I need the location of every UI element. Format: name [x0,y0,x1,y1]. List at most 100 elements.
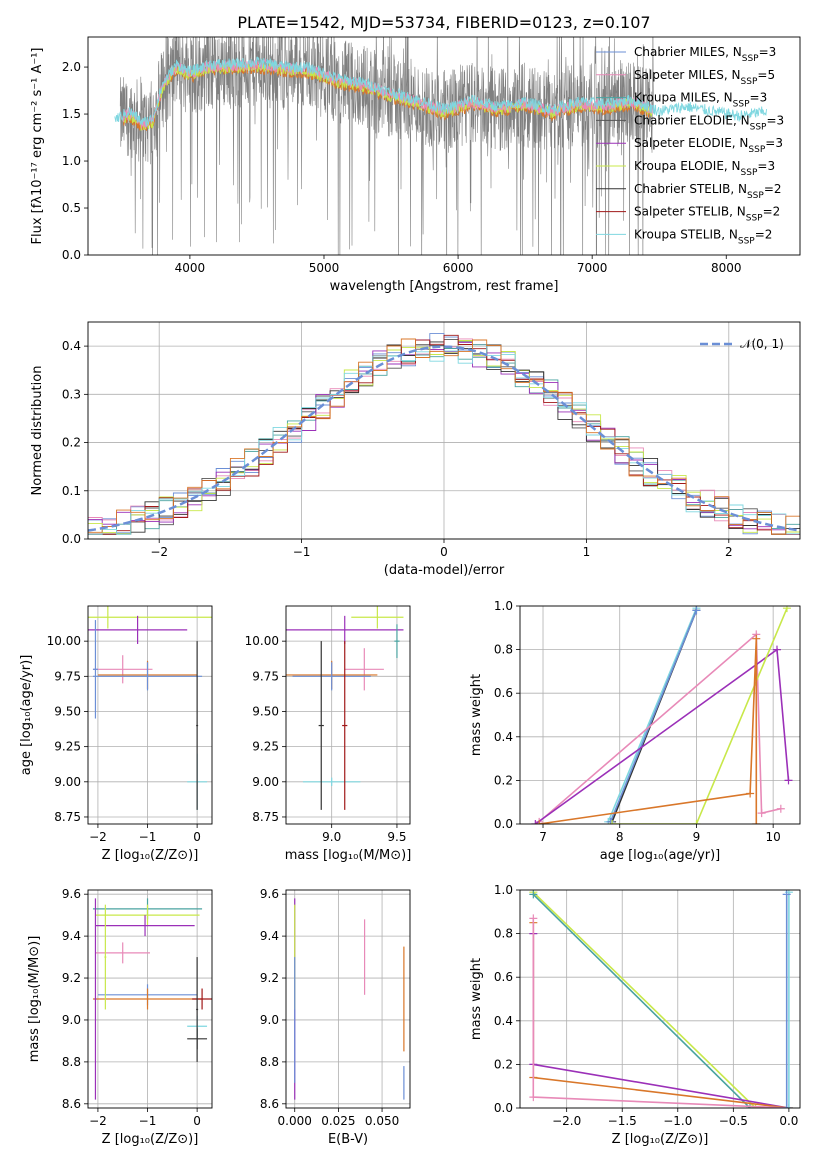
weight-marker [782,890,791,899]
weight-marker [535,820,544,824]
y-tick-label: 0.1 [62,484,81,498]
x-tick-label: −1 [139,1114,157,1128]
x-tick-label: −1.5 [608,1114,637,1128]
model-spectrum-kroupa-stelib [114,56,767,127]
weight-marker [746,1104,754,1108]
legend-label: Chabrier ELODIE, NSSP=3 [634,113,784,132]
y-tick-label: 9.50 [252,704,279,718]
x-tick-label: 7000 [577,261,608,275]
x-tick-label: 9 [693,830,701,844]
y-tick-label: 9.75 [54,669,81,683]
x-axis-label: E(B-V) [328,1132,368,1147]
weight-marker [692,820,701,824]
plot-area [114,37,767,255]
y-tick-label: 1.0 [494,883,513,897]
legend-label-main: Kroupa MILES, N [634,91,733,105]
x-tick-label: 2 [725,545,733,559]
legend-label-main: Salpeter MILES, N [634,68,741,82]
y-tick-label: 0.2 [494,773,513,787]
y-tick-label: 1.0 [62,154,81,168]
legend-label-sub: SSP [741,168,758,178]
chart-title: PLATE=1542, MJD=53734, FIBERID=0123, z=0… [237,13,650,32]
weight-marker [529,914,538,923]
x-tick-label: 0 [440,545,448,559]
x-tick-label: −2 [89,830,107,844]
x-tick-label: −2 [89,1114,107,1128]
age-vs-mass-panel: 9.0 9.5 8.75 9.00 9.25 9.50 9.75 10.00 mass [log… [245,605,412,863]
legend-label-sub: SSP [747,191,764,201]
residuals-panel: −2 −1 0 1 2 0.0 0.1 0.2 0.3 0.4 (data-model)/error… [30,321,801,578]
x-axis-label: Z [log₁₀(Z/Z⊙)] [612,1132,709,1147]
weight-line-salpeter-miles [538,632,781,823]
weight-line-kroupa-elodie [532,891,789,1108]
weight-marker [751,1104,760,1108]
x-tick-label: 0.0 [779,1114,798,1128]
y-tick-label: 0.6 [494,686,513,700]
weight-marker [752,820,761,824]
y-tick-label: 8.8 [62,1055,81,1069]
axes-frame [87,889,213,1109]
y-tick-label: 0.8 [494,927,513,941]
weight-marker [772,645,781,654]
weight-line-orange [539,638,758,824]
axes-frame [519,889,801,1109]
legend-label-main: Salpeter STELIB, N [634,205,746,219]
y-tick-label: 8.75 [252,810,279,824]
x-tick-label: 0.050 [365,1114,399,1128]
legend-label-main: Chabrier MILES, N [634,45,742,59]
x-tick-label: 9.5 [387,830,406,844]
legend-label-tail: =2 [764,182,782,196]
y-tick-label: 9.50 [54,704,81,718]
legend-label: Salpeter ELODIE, NSSP=3 [634,136,783,155]
legend-label-tail: =3 [759,45,777,59]
weight-marker [782,606,791,613]
normal-distribution-curve [88,345,798,532]
age-vs-metallicity-panel: −2 −1 0 8.75 9.00 9.25 9.50 9.75 10.00 Z [log₁₀(Z… [19,605,213,863]
legend-label-tail: =3 [765,136,783,150]
weight-marker [776,804,785,813]
y-tick-label: 9.00 [54,775,81,789]
x-axis-label: mass [log₁₀(M/M⊙)] [285,848,412,863]
axes-frame [285,889,411,1109]
legend-label: Chabrier STELIB, NSSP=2 [634,182,782,201]
legend-label: Kroupa ELODIE, NSSP=3 [634,159,775,178]
y-tick-label: 0.4 [494,1014,513,1028]
y-tick-label: 0.8 [494,643,513,657]
y-tick-label: 9.0 [62,1013,81,1027]
legend-label-main: Kroupa ELODIE, N [634,159,741,173]
y-tick-label: 9.25 [54,740,81,754]
y-tick-label: 9.6 [260,887,279,901]
y-tick-label: 9.2 [260,971,279,985]
y-tick-label: 0.6 [494,970,513,984]
x-tick-label: 8 [616,830,624,844]
plot-area [531,606,793,824]
y-tick-label: 0.0 [62,248,81,262]
plot-area [529,890,793,1108]
axes-frame [87,321,801,540]
y-axis-label: age [log₁₀(age/yr)] [19,655,34,776]
y-tick-label: 10.00 [245,634,279,648]
legend-label-tail: =5 [757,68,775,82]
plot-area [88,606,212,810]
x-axis-label: wavelength [Angstrom, rest frame] [330,279,559,294]
y-tick-label: 0.4 [62,339,81,353]
plot-area [92,898,212,1100]
axes-frame [87,605,213,825]
y-axis-label: mass weight [469,674,484,756]
y-tick-label: 0.0 [494,817,513,831]
weight-line-kroupa-stelib [607,607,698,823]
weight-marker [757,809,766,818]
x-tick-label: −1 [293,545,311,559]
y-tick-label: 9.00 [252,775,279,789]
histogram-orange [88,338,800,535]
weight-marker [784,1104,793,1108]
x-axis-label: (data-model)/error [384,563,505,578]
y-tick-label: 8.6 [62,1097,81,1111]
observed-spectrum [119,37,655,255]
weight-marker [608,820,617,824]
legend-label-sub: SSP [742,54,759,64]
legend-label: 𝒩(0, 1) [740,337,784,351]
x-axis-label: Z [log₁₀(Z/Z⊙)] [102,848,199,863]
y-tick-label: 8.75 [54,810,81,824]
plot-area [294,898,405,1100]
